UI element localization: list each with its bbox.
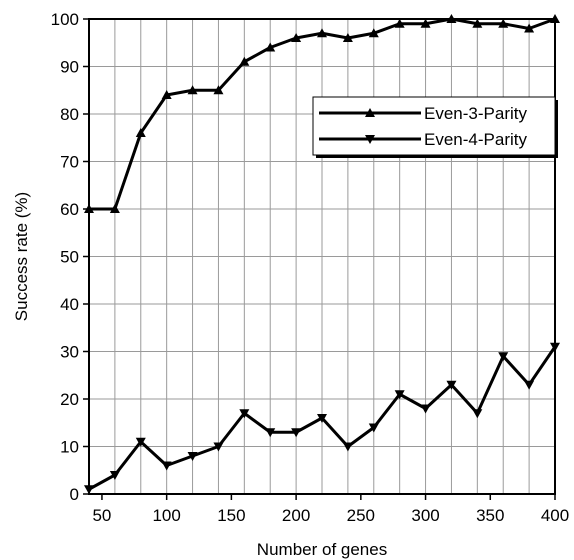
x-tick-label: 50 [92,506,111,525]
data-point [109,471,120,480]
legend-marker [365,135,375,144]
x-axis-title: Number of genes [257,540,387,559]
legend-items: Even-3-Parity Even-4-Parity [319,104,527,149]
data-point [265,42,276,52]
data-point [524,380,535,390]
data-point [265,428,276,438]
data-point [524,23,535,33]
series-1 [84,14,560,213]
legend-item: Even-4-Parity [319,130,527,149]
legend-marker [365,108,375,117]
legend-item: Even-3-Parity [319,104,527,123]
data-point [161,90,172,99]
y-tick-label: 10 [60,438,79,457]
y-tick-label: 70 [60,153,79,172]
data-point [187,85,198,95]
data-point [420,18,431,28]
data-point [446,380,457,390]
x-tick-label: 250 [347,506,375,525]
y-axis-title: Success rate (%) [12,192,31,321]
legend-box [312,96,556,156]
y-tick-label: 90 [60,58,79,77]
legend-label: Even-3-Parity [424,104,527,123]
y-tick-label: 100 [51,10,79,29]
series-2 [84,342,560,495]
data-point [213,85,224,95]
x-tick-label: 200 [282,506,310,525]
x-axis-ticks: 50 100 150 200 250 300 350 400 [92,494,569,525]
data-point [394,18,405,28]
y-tick-label: 50 [60,248,79,267]
data-point [498,18,509,28]
data-point [472,18,483,28]
data-point [368,28,379,38]
data-point [317,28,327,38]
y-tick-label: 0 [70,485,79,504]
data-point [472,409,483,419]
data-point [135,128,146,137]
y-tick-label: 40 [60,295,79,314]
data-point [420,404,431,414]
legend-label: Even-4-Parity [424,130,527,149]
y-tick-label: 80 [60,105,79,124]
y-tick-label: 30 [60,343,79,362]
y-tick-label: 60 [60,200,79,219]
series-layer [84,14,560,495]
data-point [498,352,509,362]
data-point [394,390,405,400]
data-point [109,204,120,213]
data-point [239,409,250,419]
data-point [291,428,302,438]
data-point [342,442,353,452]
data-point [213,442,224,452]
data-point [135,437,146,447]
x-tick-label: 400 [541,506,569,525]
data-point [187,452,198,461]
x-tick-label: 100 [152,506,180,525]
data-point [342,33,353,42]
x-tick-label: 300 [411,506,439,525]
data-point [368,423,379,433]
y-tick-label: 20 [60,390,79,409]
data-point [161,461,172,471]
x-tick-label: 150 [217,506,245,525]
data-point [239,56,250,66]
data-point [317,414,327,423]
x-tick-label: 350 [476,506,504,525]
y-axis-ticks: 0 10 20 30 40 50 60 70 80 90 100 [51,10,89,504]
legend: Even-3-Parity Even-4-Parity [312,96,558,158]
data-point [291,33,302,42]
